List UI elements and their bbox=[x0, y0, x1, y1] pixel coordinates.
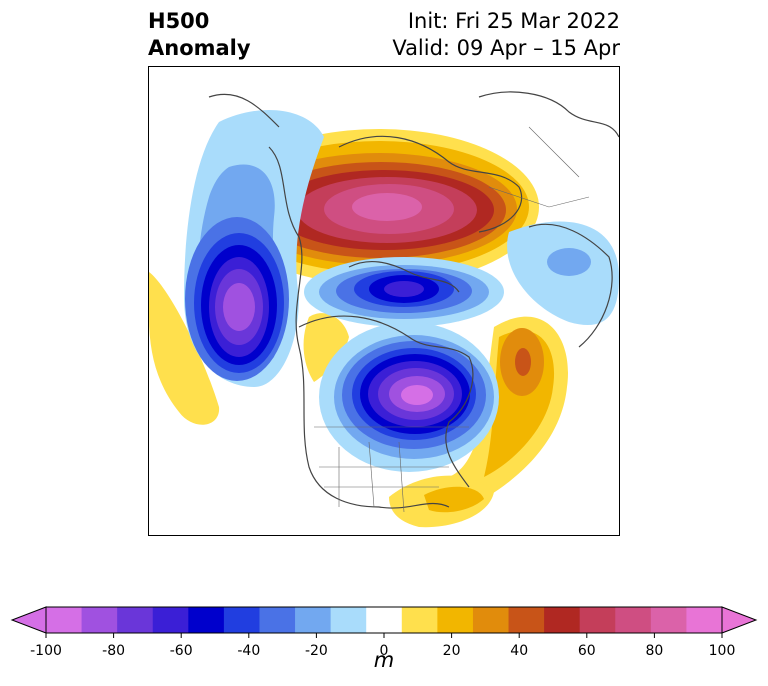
colorbar-swatch bbox=[366, 607, 403, 633]
barents-trough-contours bbox=[304, 257, 504, 327]
colorbar-tick-label: 80 bbox=[645, 643, 663, 659]
colorbar-swatch bbox=[330, 607, 367, 633]
colorbar-swatch bbox=[508, 607, 545, 633]
title-left: H500 Anomaly bbox=[148, 8, 251, 62]
colorbar-tick-label: 60 bbox=[578, 643, 596, 659]
colorbar-tick-label: 40 bbox=[510, 643, 528, 659]
southeast-us-ridge-core bbox=[424, 486, 484, 513]
colorbar-swatch bbox=[259, 607, 296, 633]
colorbar-max-extend bbox=[721, 606, 758, 634]
colorbar-swatch bbox=[223, 607, 260, 633]
colorbar-swatch bbox=[81, 607, 118, 633]
colorbar-tick-label: -100 bbox=[30, 643, 62, 659]
arctic-ridge-80 bbox=[352, 193, 422, 221]
colorbar-tick-label: -20 bbox=[305, 643, 328, 659]
colorbar-swatch bbox=[117, 607, 154, 633]
title-product: Anomaly bbox=[148, 36, 251, 60]
colorbar-swatch bbox=[152, 607, 189, 633]
colorbar-swatch bbox=[295, 607, 332, 633]
hudson-bay-trough-contours bbox=[319, 322, 499, 472]
colorbar-swatch bbox=[544, 607, 581, 633]
colorbar-unit-label: m bbox=[373, 648, 395, 672]
colorbar-swatch bbox=[437, 607, 474, 633]
coastlines bbox=[208, 91, 619, 509]
north-pacific-trough-contours bbox=[184, 110, 324, 387]
siberia-trough-core bbox=[547, 248, 591, 276]
colorbar-tick-label: 100 bbox=[709, 643, 736, 659]
colorbar-tick-label: -40 bbox=[237, 643, 260, 659]
map-svg bbox=[149, 91, 619, 528]
colorbar-swatch bbox=[650, 607, 687, 633]
west-canada-ridge bbox=[303, 313, 349, 382]
political-borders bbox=[314, 126, 590, 513]
colorbar: -100 -80 -60 -40 -20 0 20 40 60 80 100 bbox=[10, 606, 758, 659]
title-variable: H500 bbox=[148, 9, 210, 33]
colorbar-swatch bbox=[686, 607, 723, 633]
colorbar-tick-label: -60 bbox=[170, 643, 193, 659]
colorbar-min-extend bbox=[10, 606, 47, 634]
map-panel bbox=[148, 66, 620, 536]
colorbar-swatch bbox=[615, 607, 652, 633]
title-right: Init: Fri 25 Mar 2022 Valid: 09 Apr – 15… bbox=[392, 8, 620, 62]
colorbar-swatch bbox=[188, 607, 225, 633]
colorbar-swatch bbox=[579, 607, 616, 633]
colorbar-tick-label: 0 bbox=[380, 643, 389, 659]
init-date: Init: Fri 25 Mar 2022 bbox=[407, 9, 620, 33]
colorbar-swatch bbox=[401, 607, 438, 633]
colorbar-tick-label: -80 bbox=[102, 643, 125, 659]
colorbar-tick-label: 20 bbox=[443, 643, 461, 659]
east-pacific-ridge bbox=[149, 272, 220, 425]
valid-range: Valid: 09 Apr – 15 Apr bbox=[392, 36, 620, 60]
colorbar-swatch bbox=[46, 607, 83, 633]
colorbar-swatch bbox=[472, 607, 510, 633]
